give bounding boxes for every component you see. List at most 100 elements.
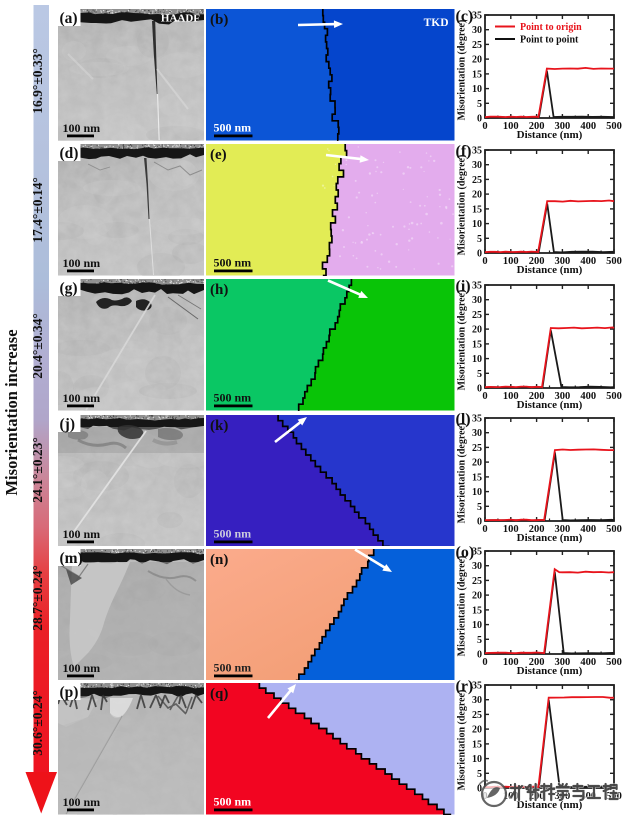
svg-text:200: 200 bbox=[529, 391, 545, 402]
svg-text:100: 100 bbox=[503, 121, 519, 132]
svg-text:0: 0 bbox=[482, 256, 487, 267]
svg-text:Misorientation (degree): Misorientation (degree) bbox=[457, 555, 468, 656]
svg-text:17.4°±0.14°: 17.4°±0.14° bbox=[30, 177, 45, 242]
svg-text:300: 300 bbox=[555, 524, 571, 535]
svg-text:100 nm: 100 nm bbox=[62, 661, 100, 675]
svg-text:(q): (q) bbox=[210, 686, 228, 702]
svg-text:10: 10 bbox=[472, 754, 482, 765]
svg-text:0: 0 bbox=[482, 657, 487, 668]
svg-text:0: 0 bbox=[482, 391, 487, 402]
svg-text:15: 15 bbox=[472, 740, 482, 751]
svg-text:25: 25 bbox=[472, 575, 482, 586]
svg-text:35: 35 bbox=[472, 146, 482, 157]
svg-text:(b): (b) bbox=[210, 12, 228, 28]
svg-text:Distance (nm): Distance (nm) bbox=[517, 665, 583, 677]
svg-text:(d): (d) bbox=[59, 145, 78, 162]
svg-text:HAADF: HAADF bbox=[160, 13, 199, 25]
svg-text:0: 0 bbox=[482, 121, 487, 132]
svg-text:100: 100 bbox=[503, 256, 519, 267]
svg-text:(a): (a) bbox=[59, 10, 77, 27]
svg-text:15: 15 bbox=[472, 69, 482, 80]
svg-text:25: 25 bbox=[472, 310, 482, 321]
svg-text:400: 400 bbox=[580, 256, 596, 267]
svg-text:200: 200 bbox=[529, 524, 545, 535]
svg-text:500 nm: 500 nm bbox=[214, 526, 252, 540]
svg-text:30.6°±0.24°: 30.6°±0.24° bbox=[30, 690, 45, 755]
svg-text:0: 0 bbox=[477, 113, 482, 124]
svg-text:15: 15 bbox=[472, 605, 482, 616]
svg-text:(g): (g) bbox=[59, 280, 77, 297]
svg-text:15: 15 bbox=[472, 472, 482, 483]
svg-text:(j): (j) bbox=[59, 416, 75, 433]
svg-text:Misorientation (degree): Misorientation (degree) bbox=[457, 19, 468, 120]
svg-text:25: 25 bbox=[472, 39, 482, 50]
svg-text:(e): (e) bbox=[210, 147, 227, 163]
svg-text:0: 0 bbox=[482, 524, 487, 535]
svg-text:(p): (p) bbox=[59, 684, 78, 701]
svg-text:Distance (nm): Distance (nm) bbox=[517, 532, 583, 544]
svg-text:500 nm: 500 nm bbox=[214, 391, 252, 405]
svg-text:400: 400 bbox=[580, 657, 596, 668]
svg-text:30: 30 bbox=[472, 695, 482, 706]
svg-text:35: 35 bbox=[472, 281, 482, 292]
svg-text:5: 5 bbox=[477, 98, 482, 109]
svg-text:100 nm: 100 nm bbox=[62, 527, 100, 541]
svg-text:(r): (r) bbox=[456, 678, 474, 695]
svg-text:20: 20 bbox=[472, 325, 482, 336]
svg-text:(f): (f) bbox=[456, 143, 472, 160]
svg-text:Misorientation (degree): Misorientation (degree) bbox=[457, 290, 468, 391]
svg-text:15: 15 bbox=[472, 205, 482, 216]
svg-text:10: 10 bbox=[472, 487, 482, 498]
svg-text:(l): (l) bbox=[456, 411, 471, 428]
svg-text:30: 30 bbox=[472, 561, 482, 572]
svg-text:35: 35 bbox=[472, 10, 482, 21]
svg-text:10: 10 bbox=[472, 354, 482, 365]
svg-text:10: 10 bbox=[472, 219, 482, 230]
svg-text:500: 500 bbox=[606, 121, 622, 132]
svg-text:(m): (m) bbox=[59, 550, 82, 567]
svg-text:100 nm: 100 nm bbox=[62, 256, 100, 270]
svg-text:Misorientation (degree): Misorientation (degree) bbox=[457, 423, 468, 524]
svg-text:100 nm: 100 nm bbox=[62, 121, 100, 135]
svg-text:Distance (nm): Distance (nm) bbox=[517, 129, 583, 141]
svg-text:20: 20 bbox=[472, 54, 482, 65]
svg-text:400: 400 bbox=[580, 391, 596, 402]
svg-text:Distance (nm): Distance (nm) bbox=[517, 799, 583, 811]
svg-text:(n): (n) bbox=[210, 552, 228, 568]
svg-text:5: 5 bbox=[477, 369, 482, 380]
svg-text:5: 5 bbox=[477, 234, 482, 245]
svg-text:500 nm: 500 nm bbox=[214, 121, 252, 135]
svg-text:200: 200 bbox=[529, 657, 545, 668]
svg-text:Misorientation (degree): Misorientation (degree) bbox=[457, 690, 468, 791]
svg-text:300: 300 bbox=[555, 121, 571, 132]
svg-text:100 nm: 100 nm bbox=[62, 391, 100, 405]
svg-text:0: 0 bbox=[477, 649, 482, 660]
svg-text:500: 500 bbox=[606, 256, 622, 267]
svg-text:(k): (k) bbox=[210, 418, 228, 434]
svg-text:10: 10 bbox=[472, 84, 482, 95]
svg-text:(c): (c) bbox=[456, 8, 474, 25]
svg-text:20: 20 bbox=[472, 457, 482, 468]
svg-text:Misorientation (degree): Misorientation (degree) bbox=[457, 155, 468, 256]
svg-text:300: 300 bbox=[555, 391, 571, 402]
svg-text:30: 30 bbox=[472, 25, 482, 36]
svg-text:0: 0 bbox=[477, 784, 482, 795]
svg-text:100 nm: 100 nm bbox=[62, 795, 100, 809]
svg-text:20: 20 bbox=[472, 190, 482, 201]
svg-text:15: 15 bbox=[472, 339, 482, 350]
svg-text:300: 300 bbox=[555, 256, 571, 267]
svg-text:200: 200 bbox=[529, 256, 545, 267]
svg-text:25: 25 bbox=[472, 443, 482, 454]
svg-text:400: 400 bbox=[580, 524, 596, 535]
svg-text:24.1°±0.23°: 24.1°±0.23° bbox=[30, 437, 45, 502]
svg-text:30: 30 bbox=[472, 428, 482, 439]
svg-text:25: 25 bbox=[472, 175, 482, 186]
svg-text:16.9°±0.33°: 16.9°±0.33° bbox=[30, 48, 45, 113]
svg-text:35: 35 bbox=[472, 413, 482, 424]
svg-text:100: 100 bbox=[503, 657, 519, 668]
svg-text:(h): (h) bbox=[210, 282, 228, 298]
svg-text:Distance (nm): Distance (nm) bbox=[517, 264, 583, 276]
svg-text:100: 100 bbox=[503, 524, 519, 535]
svg-text:500: 500 bbox=[606, 657, 622, 668]
svg-text:Point to origin: Point to origin bbox=[520, 22, 582, 33]
